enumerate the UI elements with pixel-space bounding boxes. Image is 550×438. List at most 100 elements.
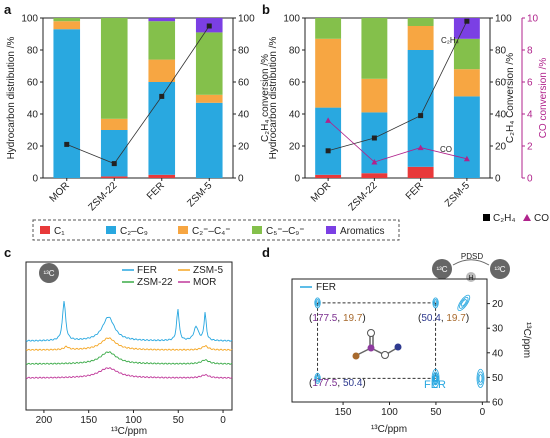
chart-b-bar-c2c4-zsm-5 [453,69,480,97]
chart-a-ytick-40: 40 [27,110,39,121]
chart-d-annotation: FER [424,379,446,391]
chart-a-y2-ticks: 0 20 40 60 80 100 [233,14,255,185]
chart-a-bar-c2c4-zsm-22 [100,118,128,130]
chart-d-ytick-50: 50 [492,373,504,384]
chart-d-ytick-30: 30 [492,324,504,335]
chart-b-bar-c1-zsm-22 [361,173,388,178]
chart-a-bars [53,18,223,181]
carbon-13-badge [39,263,59,283]
chart-b-ytick-60: 60 [289,78,301,89]
chart-d-diag-2-contour-1 [477,371,484,386]
chart-b-y3tick-4: 4 [527,110,533,121]
chart-b-bar-c5c9-mor [315,18,342,39]
chart-a-y2tick-40: 40 [238,110,250,121]
chart-a-conversion-point-mor [64,141,70,147]
chart-b-y2tick-60: 60 [495,78,507,89]
chart-a-bar-arom-fer [148,18,176,22]
chart-a-ytick-100: 100 [21,14,38,25]
chart-b-y3tick-0: 0 [527,174,533,185]
chart-b-xtick-zsm-22: ZSM-22 [347,180,380,213]
peak-label-c: (177.5, 50.4) [309,378,366,389]
chart-b-y2label: C₂H₄ Conversion /% [505,53,516,143]
chart-a-ylabel: Hydrocarbon distribution /% [6,36,17,159]
panel-label-d: d [262,245,270,260]
chart-d-ytick-40: 40 [492,348,504,359]
chart-b-y2tick-40: 40 [495,110,507,121]
chart-d-ytick-20: 20 [492,299,504,310]
legend-label-arom: Aromatics [340,226,384,237]
chart-c-xtick-50: 50 [173,415,185,426]
legend-label-c2c9: C₂–C₉ [120,226,148,237]
chart-b-bar-c5c9-zsm-22 [361,18,388,79]
chart-b-x-ticks: MOR ZSM-22 FER ZSM-5 [309,180,472,213]
chart-b-c2h4-point-zsm-22 [371,135,377,141]
chart-d-diag-0-contour-1 [459,296,469,309]
panel-label-a: a [4,2,12,17]
chart-b-y3tick-2: 2 [527,142,533,153]
chart-b-bar-c2c9-zsm-5 [453,96,480,178]
chart-b-ytick-100: 100 [283,14,300,25]
pdsd-right-carbon [490,259,510,279]
pdsd-left-carbon [432,259,452,279]
chart-b-y3-ticks: 0 2 4 6 8 10 [522,14,539,185]
chart-a-bar-c5c9-mor [53,18,81,22]
chart-a-ytick-80: 80 [27,46,39,57]
chart-a-bar-c2c4-fer [148,59,176,82]
chart-d-peak-0-contour-1 [315,298,320,307]
chart-c-frame [25,261,233,411]
chart-c-spectrum-zsm22 [25,351,233,365]
chart-b-y2tick-80: 80 [495,46,507,57]
pdsd-label: PDSD [461,252,483,261]
chart-c: FER ZSM-5 ZSM-22 MOR 200 150 100 50 0 ¹³C/ppm [25,261,233,437]
chart-a-y2tick-100: 100 [238,14,255,25]
chart-b-xtick-zsm-5: ZSM-5 [443,180,472,209]
chart-b-bar-c2c4-fer [407,26,434,50]
chart-b-legend-marker-c2h4 [483,214,490,221]
legend-swatch-c1 [40,226,50,234]
chart-a-bar-c2c9-zsm-22 [100,130,128,177]
chart-b-bar-c2c4-zsm-22 [361,78,388,113]
chart-d-diag-0-contour-0 [457,294,471,311]
chart-d-y-ticks: 20 30 40 50 60 [487,299,504,409]
shared-legend: C₁ C₂–C₉ C₂⁼–C₄⁼ C₅⁼–C₉⁼ Aromatics [32,219,400,241]
chart-b-bar-c5c9-fer [407,18,434,26]
chart-c-xtick-0: 0 [220,415,226,426]
chart-b-ytick-80: 80 [289,46,301,57]
chart-c-legend-zsm22: ZSM-22 [137,277,173,288]
chart-a-y2tick-80: 80 [238,46,250,57]
chart-b-ytick-0: 0 [294,174,300,185]
chart-b-line-co [327,120,467,163]
chart-c-xtick-200: 200 [36,415,53,426]
chart-d-peak-2-contour-0 [314,372,321,384]
chart-c-spectrum-fer [25,300,233,342]
chart-d-xtick-150: 150 [335,407,352,418]
chart-d-xtick-50: 50 [430,407,442,418]
chart-b-c2h4-point-mor [325,148,331,154]
chart-b-co-point-mor [325,117,332,123]
chart-a-y2tick-0: 0 [238,174,244,185]
chart-d-xtick-100: 100 [381,407,398,418]
chart-a-bar-c5c9-zsm-22 [100,18,128,119]
chart-a-conversion-polyline [66,25,210,165]
peak-label-b: (50.4, 19.7) [418,313,469,324]
chart-a-y2tick-20: 20 [238,142,250,153]
chart-b-y2tick-100: 100 [495,14,512,25]
legend-label-c2c4: C₂⁼–C₄⁼ [192,226,231,237]
chart-d-diag-1-contour-1 [432,371,439,386]
chart-b-y3tick-6: 6 [527,78,533,89]
chart-c-spectrum-mor [25,367,233,379]
chart-b-xtick-fer: FER [404,180,426,202]
chart-d-peak-0-contour-2 [316,300,320,306]
legend-swatch-c2c4 [178,226,188,234]
pdsd-scheme: PDSD ¹³C ¹³C H [432,252,510,282]
panel-label-b: b [262,2,270,17]
chart-a-bar-c5c9-zsm-5 [195,32,223,95]
chart-a-bar-c5c9-fer [148,21,176,60]
chart-a-frame [42,17,234,179]
chart-b-ytick-40: 40 [289,110,301,121]
chart-a-ytick-60: 60 [27,78,39,89]
chart-b-annot-c2h4: C₂H₄ [441,36,459,45]
chart-b: 0 20 40 60 80 100 0 20 40 60 80 100 0 2 4 6 8 10 MOR ZSM… [268,14,549,225]
chart-a-xtick-fer: FER [145,180,167,202]
